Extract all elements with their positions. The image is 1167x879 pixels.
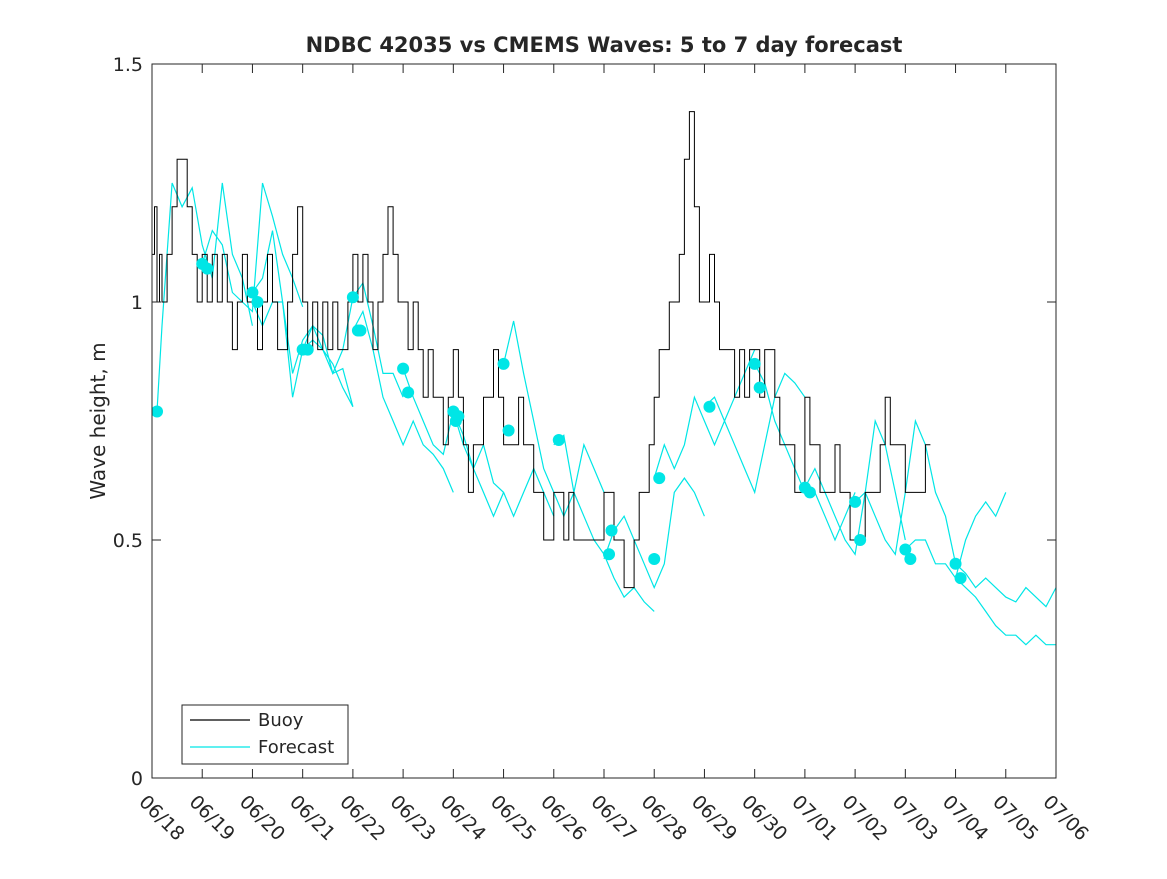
legend-label-buoy: Buoy <box>258 710 304 731</box>
forecast-line <box>955 563 1056 608</box>
legend-label-forecast: Forecast <box>258 737 334 758</box>
forecast-marker <box>653 472 666 485</box>
forecast-marker <box>854 534 867 546</box>
forecast-line <box>804 418 906 556</box>
forecast-line <box>452 411 555 518</box>
forecast-line <box>653 349 756 479</box>
forecast-marker <box>402 386 415 399</box>
forecast-marker <box>354 324 367 337</box>
y-tick-label: 1 <box>131 292 143 314</box>
forecast-line <box>352 309 454 493</box>
forecast-marker <box>497 357 510 370</box>
forecast-marker <box>748 357 761 370</box>
y-tick-label: 0 <box>131 768 143 790</box>
forecast-marker <box>954 572 967 585</box>
forecast-marker <box>301 343 314 356</box>
forecast-marker <box>949 557 962 570</box>
forecast-line <box>201 182 304 313</box>
buoy-line <box>152 111 931 589</box>
y-tick-label: 1.5 <box>113 54 143 76</box>
plot-area <box>152 111 1056 646</box>
forecast-line <box>156 182 253 412</box>
forecast-marker <box>899 543 912 556</box>
forecast-marker <box>201 262 214 275</box>
forecast-line <box>703 372 806 495</box>
forecast-line <box>955 577 1056 646</box>
forecast-marker <box>152 405 164 418</box>
forecast-marker <box>452 410 465 423</box>
forecast-marker <box>703 400 716 413</box>
y-axis-label: Wave height, m <box>86 342 110 499</box>
y-tick-label: 0.5 <box>113 530 143 552</box>
forecast-marker <box>803 486 816 499</box>
legend-box <box>181 704 349 765</box>
y-axis: 0 0.5 1 1.5 <box>113 54 1056 790</box>
chart-title: NDBC 42035 vs CMEMS Waves: 5 to 7 day fo… <box>306 33 903 57</box>
axes-background <box>152 64 1056 778</box>
forecast-marker <box>397 362 410 375</box>
forecast-marker <box>904 553 917 566</box>
forecast-marker <box>849 495 862 508</box>
forecast-marker <box>552 434 565 447</box>
forecast-marker <box>251 296 264 308</box>
forecast-marker <box>346 291 359 304</box>
forecast-marker <box>648 553 661 566</box>
forecast-marker <box>502 424 515 437</box>
legend: Buoy Forecast <box>181 704 349 765</box>
forecast-line <box>251 230 354 407</box>
forecast-marker <box>603 548 616 561</box>
forecast-marker <box>246 286 259 299</box>
forecast-marker <box>605 524 618 537</box>
forecast-line <box>603 477 705 590</box>
forecast-marker <box>753 381 766 394</box>
